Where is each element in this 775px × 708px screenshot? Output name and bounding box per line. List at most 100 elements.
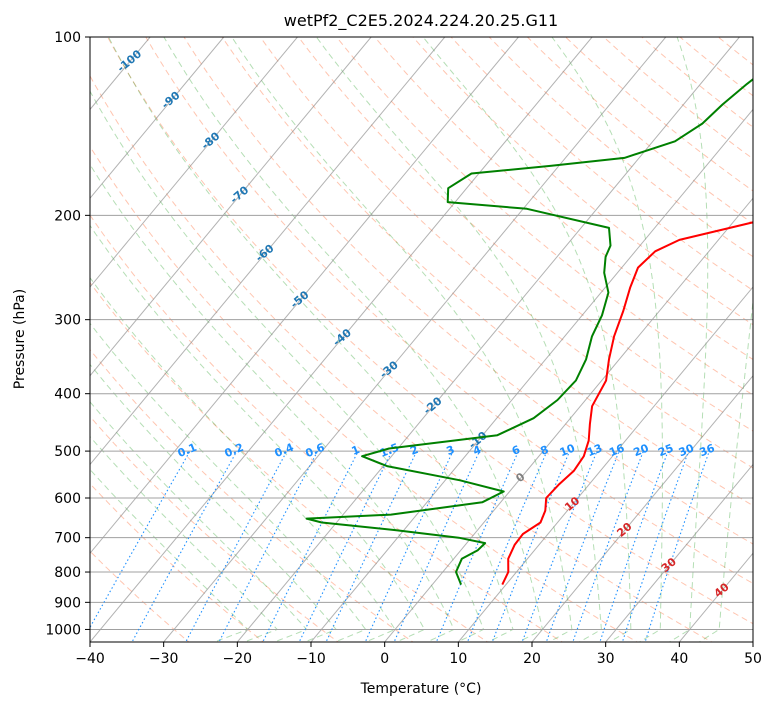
mixing-ratio-label: 3: [444, 443, 456, 458]
isotherm-label: -40: [330, 326, 354, 349]
mixing-ratio-line: [218, 450, 319, 642]
dry-adiabat: [335, 37, 753, 396]
sounding-profiles: [305, 77, 753, 586]
dry-adiabat: [564, 37, 753, 192]
isotherm-label: -90: [159, 89, 183, 112]
mixing-ratio-label: 10: [558, 441, 577, 459]
moist-adiabat: [90, 224, 426, 642]
isotherm-label: -80: [199, 129, 223, 152]
dry-adiabat: [90, 145, 639, 642]
x-tick-label: 50: [744, 651, 762, 667]
isotherm: [457, 286, 753, 642]
mixing-ratio-label: 0.2: [223, 441, 246, 460]
isotherm: [605, 463, 753, 642]
dry-adiabat: [374, 37, 753, 361]
isotherm: [236, 37, 740, 642]
mixing-ratio-line: [466, 450, 548, 642]
mixing-ratio-line: [521, 450, 598, 642]
dry-adiabat: [488, 37, 753, 258]
isotherm-label: -50: [288, 288, 312, 311]
y-tick-label: 300: [54, 313, 81, 329]
isotherm-label: -20: [421, 394, 445, 417]
dry-adiabat: [90, 348, 414, 642]
mixing-ratio-label: 2: [408, 443, 420, 458]
x-tick-label: −40: [75, 651, 105, 667]
isotherm: [531, 374, 753, 642]
mixing-ratio-line: [90, 450, 191, 629]
background-lines: [0, 24, 775, 645]
dry-adiabat: [717, 37, 753, 66]
x-tick-label: 40: [670, 651, 688, 667]
isotherm-label: -60: [253, 242, 277, 265]
moist-adiabat: [90, 363, 338, 642]
moist-adiabat: [698, 296, 753, 642]
dry-adiabat: [145, 37, 753, 584]
moist-adiabat: [90, 468, 249, 642]
x-tick-label: −20: [223, 651, 253, 667]
isotherm-label: -30: [377, 358, 401, 381]
isotherm: [678, 552, 753, 642]
isotherm-label: 20: [614, 520, 634, 540]
moist-adiabat: [90, 90, 485, 642]
dry-adiabat: [259, 37, 753, 469]
moist-adiabat: [90, 401, 308, 642]
x-tick-label: 0: [380, 651, 389, 667]
dewpoint-profile-line: [305, 77, 753, 585]
moist-adiabat: [422, 37, 632, 642]
x-axis-label: Temperature (°C): [360, 681, 482, 697]
isotherm: [90, 37, 225, 200]
isotherm-label: -70: [228, 183, 252, 206]
mixing-ratio-label: 25: [656, 442, 675, 460]
mixing-ratio-line: [644, 450, 710, 642]
mixing-ratio-line: [298, 450, 393, 642]
dry-adiabat: [412, 37, 753, 326]
x-tick-label: −10: [296, 651, 326, 667]
dry-adiabat: [526, 37, 753, 225]
y-tick-label: 400: [54, 387, 81, 403]
moist-adiabat: [551, 37, 663, 642]
dry-adiabat: [90, 214, 564, 642]
temperature-profile-line: [501, 221, 753, 586]
mixing-ratio-line: [393, 450, 481, 642]
mixing-ratio-label: 0.6: [303, 441, 326, 460]
dry-adiabat: [297, 37, 753, 432]
y-tick-label: 500: [54, 444, 81, 460]
x-tick-label: 30: [597, 651, 615, 667]
mixing-ratio-label: 13: [585, 442, 604, 460]
mixing-ratio-line: [364, 450, 454, 642]
dry-adiabat: [90, 482, 265, 642]
y-tick-label: 100: [54, 30, 81, 46]
isotherm: [384, 197, 753, 642]
isotherm: [752, 641, 753, 642]
isotherm: [90, 37, 372, 377]
x-tick-label: 20: [523, 651, 541, 667]
mixing-ratio-label: 30: [677, 441, 696, 459]
mixing-ratio-label: 20: [632, 441, 651, 459]
isotherm: [90, 37, 519, 555]
moist-adiabat: [163, 37, 543, 642]
mixing-ratio-label: 1: [350, 443, 362, 458]
isotherm: [90, 37, 593, 642]
mixing-ratio-line: [621, 450, 690, 642]
plot-frame: [89, 36, 754, 643]
dry-adiabat: [90, 75, 713, 642]
mixing-ratio-line: [325, 450, 418, 642]
y-tick-label: 600: [54, 491, 81, 507]
moist-adiabat: [231, 37, 573, 642]
moist-adiabat: [668, 37, 709, 642]
isotherm-label: -10: [466, 429, 490, 452]
dry-adiabat: [740, 24, 775, 645]
isotherm: [0, 37, 3, 642]
mixing-ratio-line: [599, 450, 669, 642]
dry-adiabat: [107, 37, 753, 625]
isotherm-label: -100: [115, 47, 145, 75]
dry-adiabat: [183, 37, 753, 545]
isotherm: [90, 37, 446, 466]
mixing-ratio-line: [185, 450, 288, 642]
y-tick-label: 200: [54, 208, 81, 224]
dry-adiabat: [90, 415, 340, 642]
mixing-ratio-line: [262, 450, 359, 642]
mixing-ratio-line: [572, 450, 644, 642]
isotherm-label: 10: [562, 494, 582, 514]
